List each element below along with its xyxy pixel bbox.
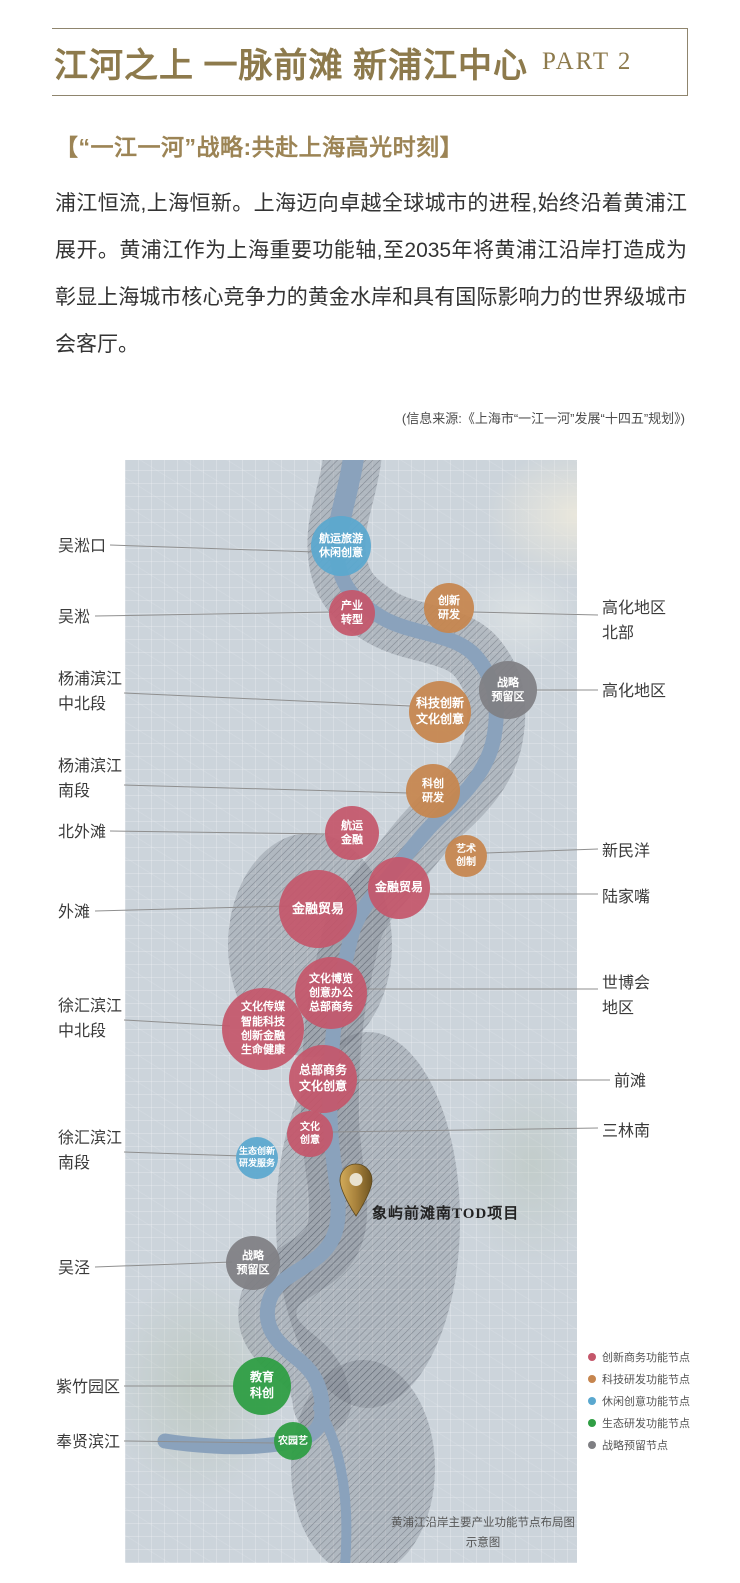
- map-node-label: 艺术 创制: [456, 844, 476, 868]
- map-node-label: 科创 研发: [422, 777, 444, 804]
- river-path: [157, 460, 504, 1455]
- map-caption: 黄浦江沿岸主要产业功能节点布局图 示意图: [391, 1517, 575, 1549]
- map-node: 科技创新 文化创意: [409, 681, 471, 743]
- legend-label: 科技研发功能节点: [602, 1374, 690, 1386]
- legend-label: 生态研发功能节点: [602, 1418, 690, 1430]
- map-node: 科创 研发: [406, 764, 460, 818]
- map-area-label: 新民洋: [602, 843, 651, 860]
- map-node-label: 文化传媒 智能科技 创新金融 生命健康: [241, 1001, 285, 1057]
- map-area-label: 前滩: [614, 1073, 647, 1090]
- map-area-label: 三林南: [602, 1123, 651, 1140]
- map-node: 金融贸易: [279, 870, 357, 948]
- map-node-label: 产业 转型: [341, 599, 363, 626]
- part-label: PART 2: [542, 48, 633, 75]
- map-node-label: 生态创新 研发服务: [238, 1146, 275, 1168]
- map-area-label: 杨浦滨江 南段: [58, 758, 123, 800]
- map-node-label: 金融贸易: [291, 900, 344, 916]
- map-area-label: 吴泾: [58, 1260, 91, 1277]
- legend-item: 生态研发功能节点: [588, 1415, 690, 1431]
- map-area-label: 徐汇滨江 南段: [58, 1130, 123, 1172]
- map-node-label: 航运 金融: [341, 819, 363, 846]
- legend-dot-business: [588, 1353, 596, 1361]
- legend-item: 休闲创意功能节点: [588, 1393, 690, 1409]
- legend-label: 战略预留节点: [602, 1440, 668, 1452]
- map-area-label: 高化地区: [602, 683, 667, 700]
- map-node: 金融贸易: [368, 857, 430, 919]
- map-node-label: 航运旅游 休闲创意: [319, 532, 363, 559]
- map-node: 战略 预留区: [479, 661, 537, 719]
- map-area-label: 杨浦滨江 中北段: [58, 671, 123, 713]
- map-node-label: 教育 科创: [249, 1370, 274, 1400]
- map-node: 农园艺: [274, 1422, 312, 1460]
- map-node: 产业 转型: [329, 590, 375, 636]
- pin-label: 象屿前滩南TOD项目: [372, 1206, 520, 1222]
- map-node: 创新 研发: [424, 583, 474, 633]
- page-title: 江河之上 一脉前滩 新浦江中心: [54, 47, 528, 85]
- map-node: 艺术 创制: [445, 835, 487, 877]
- map-area-label: 外滩: [58, 904, 91, 921]
- map-area-label: 吴淞口: [58, 538, 107, 555]
- map-node: 教育 科创: [233, 1357, 291, 1415]
- map-area-label: 徐汇滨江 中北段: [58, 998, 123, 1040]
- legend-dot-reserve: [588, 1441, 596, 1449]
- map-node-label: 创新 研发: [438, 594, 460, 621]
- map-area-label: 世博会 地区: [602, 975, 651, 1017]
- map-node: 战略 预留区: [226, 1236, 280, 1290]
- map-node: 总部商务 文化创意: [289, 1045, 357, 1113]
- legend-item: 创新商务功能节点: [588, 1349, 690, 1365]
- map-area-label: 吴淞: [58, 609, 91, 626]
- section-subtitle: 【“一江一河”战略:共赴上海高光时刻】: [55, 134, 464, 160]
- map-node-label: 战略 预留区: [236, 1249, 270, 1276]
- map-area-label: 奉贤滨江: [56, 1434, 121, 1451]
- map-area-label: 陆家嘴: [602, 889, 651, 906]
- map-node-label: 科技创新 文化创意: [415, 696, 464, 726]
- map-node: 航运旅游 休闲创意: [311, 516, 371, 576]
- body-paragraph: 浦江恒流,上海恒新。上海迈向卓越全球城市的进程,始终沿着黄浦江展开。黄浦江作为上…: [55, 192, 687, 357]
- legend-dot-tech: [588, 1375, 596, 1383]
- map-node-label: 文化博览 创意办公 总部商务: [309, 972, 353, 1014]
- legend-item: 战略预留节点: [588, 1437, 690, 1453]
- legend-dot-eco: [588, 1419, 596, 1427]
- map-area-label: 高化地区 北部: [602, 600, 667, 642]
- river-branch: [313, 1403, 352, 1563]
- map-node-label: 农园艺: [278, 1435, 308, 1447]
- legend-label: 创新商务功能节点: [602, 1352, 690, 1364]
- map-node-label: 金融贸易: [374, 880, 423, 895]
- map-node-label: 总部商务 文化创意: [298, 1063, 347, 1093]
- map-area-label: 紫竹园区: [56, 1379, 121, 1396]
- source-note: (信息来源:《上海市“一江一河”发展“十四五”规划》): [401, 411, 685, 426]
- map-node: 文化 创意: [287, 1111, 333, 1157]
- legend-label: 休闲创意功能节点: [602, 1396, 690, 1408]
- map-node-label: 文化 创意: [300, 1122, 320, 1146]
- map-node: 文化博览 创意办公 总部商务: [295, 957, 367, 1029]
- location-pin-icon: [339, 1163, 373, 1217]
- map-legend: 创新商务功能节点 科技研发功能节点 休闲创意功能节点 生态研发功能节点 战略预留…: [588, 1349, 690, 1459]
- map-node-label: 战略 预留区: [491, 676, 525, 703]
- map-node: 航运 金融: [325, 806, 379, 860]
- legend-item: 科技研发功能节点: [588, 1371, 690, 1387]
- page-header: 江河之上 一脉前滩 新浦江中心 PART 2: [52, 28, 688, 96]
- map-node: 文化传媒 智能科技 创新金融 生命健康: [222, 988, 304, 1070]
- map-area-label: 北外滩: [58, 824, 107, 841]
- map-node: 生态创新 研发服务: [236, 1137, 278, 1179]
- legend-dot-leisure: [588, 1397, 596, 1405]
